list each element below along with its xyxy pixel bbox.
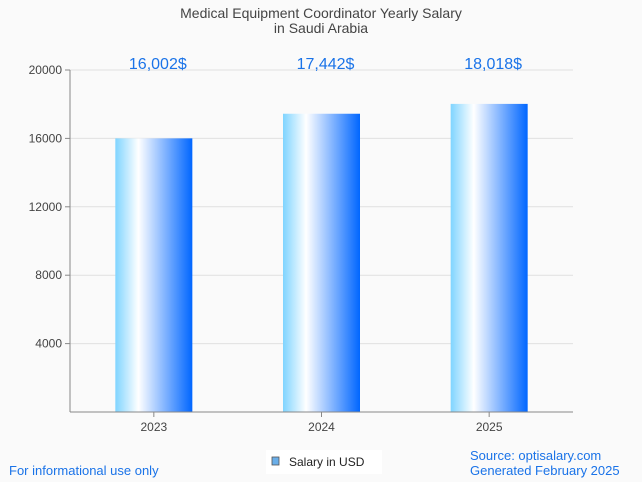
- bar-2024[interactable]: [283, 113, 360, 413]
- y-tick-label: 8000: [35, 268, 62, 282]
- chart-title-line-2: in Saudi Arabia: [274, 20, 368, 36]
- data-label: 16,002$: [129, 56, 187, 73]
- data-label: 18,018$: [464, 56, 522, 73]
- x-tick-label: 2023: [140, 420, 167, 434]
- bar-2023[interactable]: [115, 138, 193, 413]
- disclaimer-text: For informational use only: [9, 463, 159, 478]
- legend-box: [266, 450, 382, 474]
- y-tick-label: 12000: [29, 200, 63, 214]
- legend-label: Salary in USD: [289, 455, 365, 469]
- x-tick-label: 2025: [476, 420, 503, 434]
- data-label: 17,442$: [297, 56, 355, 73]
- legend-swatch: [271, 456, 280, 466]
- chart-title-line-1: Medical Equipment Coordinator Yearly Sal…: [180, 5, 462, 21]
- source-text: Source: optisalary.com: [470, 448, 601, 463]
- generated-text: Generated February 2025: [470, 463, 620, 478]
- y-tick-label: 16000: [29, 131, 63, 145]
- bar-2025[interactable]: [450, 103, 528, 412]
- x-tick-label: 2024: [308, 420, 335, 434]
- y-tick-label: 4000: [35, 337, 62, 351]
- legend[interactable]: Salary in USD: [266, 450, 382, 474]
- y-tick-label: 20000: [29, 63, 63, 77]
